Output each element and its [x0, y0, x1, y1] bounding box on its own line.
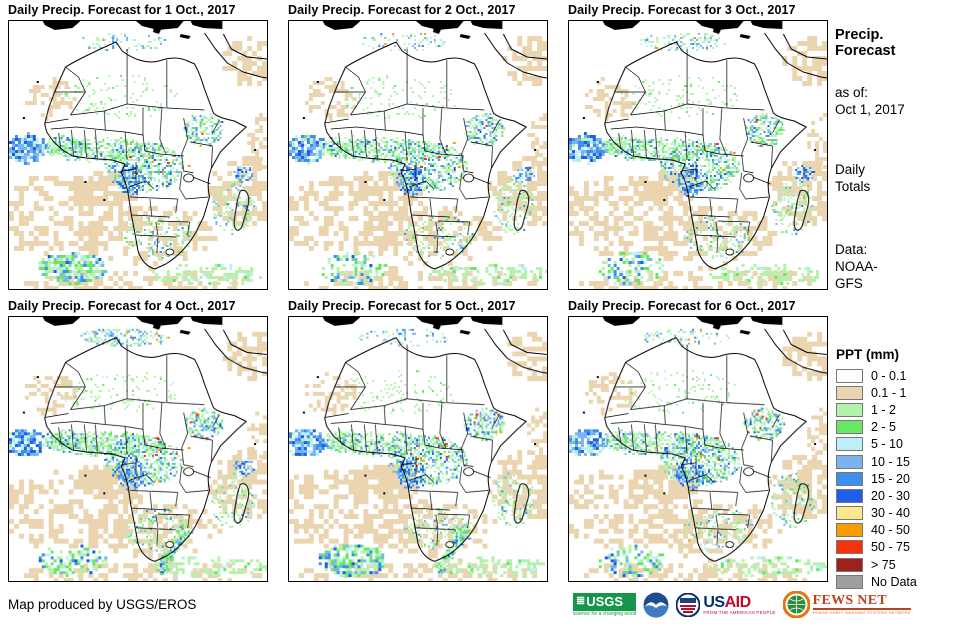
panel-title: Daily Precip. Forecast for 4 Oct., 2017 [8, 299, 236, 313]
asof-value: Oct 1, 2017 [835, 102, 905, 117]
legend-row: 1 - 2 [836, 401, 917, 418]
legend-row: 15 - 20 [836, 470, 917, 487]
usgs-tagline: science for a changing world [573, 610, 637, 617]
legend-label: 30 - 40 [871, 506, 910, 521]
sidebar-title-line1: Precip. [835, 27, 884, 43]
legend-row: 0 - 0.1 [836, 367, 917, 384]
legend-label: 1 - 2 [871, 402, 897, 417]
legend-label: No Data [871, 574, 917, 589]
legend-label: > 75 [871, 557, 896, 572]
legend-label: 5 - 10 [871, 437, 903, 452]
forecast-map-panel: Daily Precip. Forecast for 4 Oct., 2017 [8, 299, 268, 582]
panel-title: Daily Precip. Forecast for 5 Oct., 2017 [288, 299, 516, 313]
legend-row: 40 - 50 [836, 522, 917, 539]
legend-label: 0.1 - 1 [871, 385, 907, 400]
noaa-circle-icon [643, 592, 669, 617]
forecast-map-panel: Daily Precip. Forecast for 2 Oct., 2017 [288, 3, 548, 290]
legend-color-swatch [836, 506, 863, 521]
forecast-map-panel: Daily Precip. Forecast for 6 Oct., 2017 [568, 299, 828, 582]
legend-row: 50 - 75 [836, 539, 917, 556]
legend-label: 15 - 20 [871, 471, 910, 486]
africa-map-canvas [9, 317, 267, 581]
totals-line2: Totals [835, 179, 871, 194]
usaid-wordmark: USAID [703, 593, 751, 611]
legend-label: 50 - 75 [871, 540, 910, 555]
data-label: Data: [835, 242, 868, 257]
legend-label: 2 - 5 [871, 420, 897, 435]
africa-map [288, 316, 548, 582]
africa-map-canvas [289, 317, 547, 581]
sidebar-datasource: Data: NOAA- GFS [835, 241, 878, 292]
fewsnet-wordmark: FEWS NET [812, 594, 911, 610]
legend-row: 5 - 10 [836, 436, 917, 453]
forecast-map-panel: Daily Precip. Forecast for 3 Oct., 2017 [568, 3, 828, 290]
totals-line1: Daily [835, 162, 866, 177]
partner-logos: ≣ USGS science for a changing world USAI… [573, 588, 911, 621]
fewsnet-tagline: FAMINE EARLY WARNING SYSTEMS NETWORK [812, 610, 911, 615]
usaid-logo: USAID FROM THE AMERICAN PEOPLE [676, 592, 776, 617]
forecast-map-panel: Daily Precip. Forecast for 5 Oct., 2017 [288, 299, 548, 582]
data-line1: NOAA- [835, 259, 878, 274]
legend-color-swatch [836, 454, 863, 469]
sidebar-title-line2: Forecast [835, 43, 896, 59]
legend-label: 10 - 15 [871, 454, 910, 469]
fewsnet-globe-icon [782, 591, 810, 618]
legend-row: 10 - 15 [836, 453, 917, 470]
legend-color-swatch [836, 368, 863, 383]
africa-map [568, 20, 828, 290]
usaid-seal-icon [676, 592, 701, 617]
legend-row: No Data [836, 573, 917, 590]
map-credit: Map produced by USGS/EROS [8, 597, 197, 612]
legend-rows: 0 - 0.1 0.1 - 1 1 - 2 2 - 5 5 - 10 10 - … [836, 367, 917, 590]
asof-label: as of: [835, 85, 869, 100]
legend-color-swatch [836, 523, 863, 538]
usgs-logo: ≣ USGS science for a changing world [573, 592, 637, 617]
legend-row: 2 - 5 [836, 419, 917, 436]
africa-map-canvas [9, 21, 267, 289]
sidebar-title: Precip. Forecast [835, 27, 895, 59]
africa-map [568, 316, 828, 582]
legend-color-swatch [836, 488, 863, 503]
sidebar-totals: Daily Totals [835, 161, 870, 195]
legend-label: 40 - 50 [871, 523, 910, 538]
legend-color-swatch [836, 420, 863, 435]
africa-map-canvas [569, 317, 827, 581]
legend-title: PPT (mm) [836, 347, 900, 362]
panel-title: Daily Precip. Forecast for 1 Oct., 2017 [8, 3, 236, 17]
forecast-map-panel: Daily Precip. Forecast for 1 Oct., 2017 [8, 3, 268, 290]
legend-color-swatch [836, 385, 863, 400]
noaa-logo [643, 592, 669, 618]
africa-map-canvas [289, 21, 547, 289]
legend-color-swatch [836, 402, 863, 417]
ppt-legend: PPT (mm) 0 - 0.1 0.1 - 1 1 - 2 2 - 5 5 -… [836, 347, 917, 590]
panel-title: Daily Precip. Forecast for 2 Oct., 2017 [288, 3, 516, 17]
legend-label: 20 - 30 [871, 488, 910, 503]
legend-row: > 75 [836, 556, 917, 573]
usgs-wave-icon: ≣ [576, 594, 585, 607]
usaid-tagline: FROM THE AMERICAN PEOPLE [703, 609, 776, 615]
usgs-logo-block: ≣ USGS [573, 592, 637, 611]
legend-color-swatch [836, 437, 863, 452]
africa-map-canvas [569, 21, 827, 289]
africa-map [8, 316, 268, 582]
legend-row: 20 - 30 [836, 487, 917, 504]
legend-label: 0 - 0.1 [871, 368, 907, 383]
panel-title: Daily Precip. Forecast for 3 Oct., 2017 [568, 3, 796, 17]
legend-row: 30 - 40 [836, 505, 917, 522]
usgs-logo-text: USGS [586, 593, 624, 609]
legend-color-swatch [836, 540, 863, 555]
legend-row: 0.1 - 1 [836, 384, 917, 401]
legend-color-swatch [836, 471, 863, 486]
sidebar-asof: as of: Oct 1, 2017 [835, 84, 905, 118]
africa-map [8, 20, 268, 290]
fewsnet-logo: FEWS NET FAMINE EARLY WARNING SYSTEMS NE… [782, 591, 911, 618]
panel-title: Daily Precip. Forecast for 6 Oct., 2017 [568, 299, 796, 313]
legend-color-swatch [836, 557, 863, 572]
data-line2: GFS [835, 276, 863, 291]
legend-color-swatch [836, 574, 863, 589]
africa-map [288, 20, 548, 290]
